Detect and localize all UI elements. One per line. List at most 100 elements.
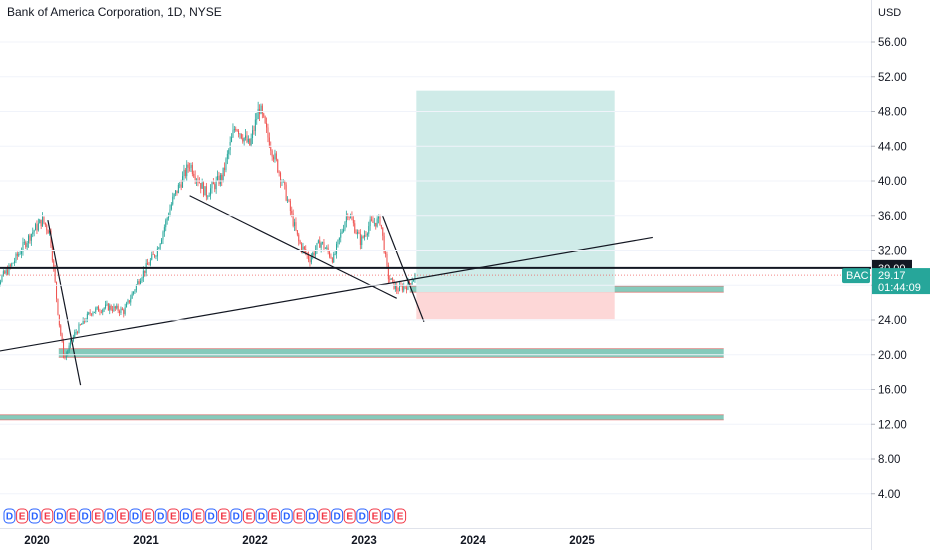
event-marker-letter: D [6,512,13,523]
candle-body [33,230,35,233]
x-tick-label: 2022 [242,535,268,547]
candle-body [1,275,3,282]
earnings-marker[interactable]: E [318,508,331,524]
earnings-marker[interactable]: E [293,508,306,524]
earnings-marker[interactable]: E [242,508,255,524]
dividend-marker[interactable]: D [104,508,117,524]
candle-body [40,219,42,227]
dividend-marker[interactable]: D [381,508,394,524]
earnings-marker[interactable]: E [192,508,205,524]
dividend-marker[interactable]: D [129,508,142,524]
dividend-marker[interactable]: D [3,508,16,524]
dividend-marker[interactable]: D [205,508,218,524]
candle-body [338,237,340,240]
candle-body [30,234,32,241]
last-price-badge: BAC 29.17 01:44:09 [842,268,930,295]
dividend-marker[interactable]: D [255,508,268,524]
event-marker-frame [154,508,167,524]
candle-body [51,245,53,261]
dividend-marker[interactable]: D [280,508,293,524]
long-position-tool[interactable] [416,90,615,320]
candle-body [275,153,277,160]
x-tick-label: 2024 [460,535,486,547]
candle-body [382,227,384,236]
event-marker-frame [129,508,142,524]
earnings-marker[interactable]: E [66,508,79,524]
event-marker-frame [305,508,318,524]
earnings-marker[interactable]: E [116,508,129,524]
candle-body [142,270,144,279]
candle-body [26,243,28,248]
earnings-marker[interactable]: E [217,508,230,524]
support-zone [0,414,724,420]
candle-body [78,324,80,333]
dividend-marker[interactable]: D [79,508,92,524]
y-tick-label: 16.00 [878,385,907,397]
candle-body [207,196,209,198]
candle-body [49,230,51,234]
ticker-symbol: BAC [846,270,869,282]
earnings-marker[interactable]: E [368,508,381,524]
candle-body [208,195,210,197]
event-marker-letter: E [397,512,404,523]
candle-body [92,312,94,315]
candle-body [368,226,370,234]
event-marker-letter: D [81,512,88,523]
earnings-marker[interactable]: E [16,508,29,524]
candle-body [299,241,301,244]
candle-body [268,137,270,147]
earnings-marker[interactable]: E [394,508,407,524]
x-tick-label: 2020 [24,535,50,547]
event-marker-frame [343,508,356,524]
candle-body [141,278,143,281]
dividend-marker[interactable]: D [179,508,192,524]
earnings-marker[interactable]: E [41,508,54,524]
dividend-marker[interactable]: D [305,508,318,524]
candle-body [295,222,297,231]
candle-body [89,312,91,314]
candle-body [324,248,326,250]
candle-body [413,279,415,282]
dividend-marker[interactable]: D [28,508,41,524]
candle-body [354,223,356,233]
candle-body [239,133,241,135]
candle-body [226,153,228,159]
earnings-marker[interactable]: E [167,508,180,524]
event-marker-letter: E [372,512,379,523]
candle-body [387,265,389,280]
price-axis-ticks: 4.008.0012.0016.0020.0024.0028.0032.0036… [0,37,907,501]
candle-body [21,251,23,254]
candle-body [210,188,212,196]
event-marker-frame [179,508,192,524]
candle-body [123,309,125,314]
dividend-marker[interactable]: D [331,508,344,524]
earnings-marker[interactable]: E [142,508,155,524]
event-marker-letter: E [271,512,278,523]
candle-body [154,254,156,257]
dividend-marker[interactable]: D [356,508,369,524]
candle-body [365,234,367,236]
candle-body [15,253,17,262]
event-marker-letter: E [296,512,303,523]
currency-badge[interactable] [872,0,932,24]
earnings-marker[interactable]: E [343,508,356,524]
drawing-lines[interactable] [0,195,871,386]
dividend-marker[interactable]: D [53,508,66,524]
earnings-marker[interactable]: E [91,508,104,524]
candle-body [198,182,200,184]
dividend-marker[interactable]: D [230,508,243,524]
candle-body [301,243,303,251]
candle-body [211,182,213,189]
y-tick-label: 20.00 [878,350,907,362]
candle-body [177,184,179,194]
candle-body [116,305,118,309]
event-marker-letter: D [308,512,315,523]
candle-body [246,135,248,143]
candle-body [214,184,216,190]
earnings-marker[interactable]: E [268,508,281,524]
dividend-marker[interactable]: D [154,508,167,524]
event-marker-letter: D [233,512,240,523]
candle-body [98,306,100,312]
